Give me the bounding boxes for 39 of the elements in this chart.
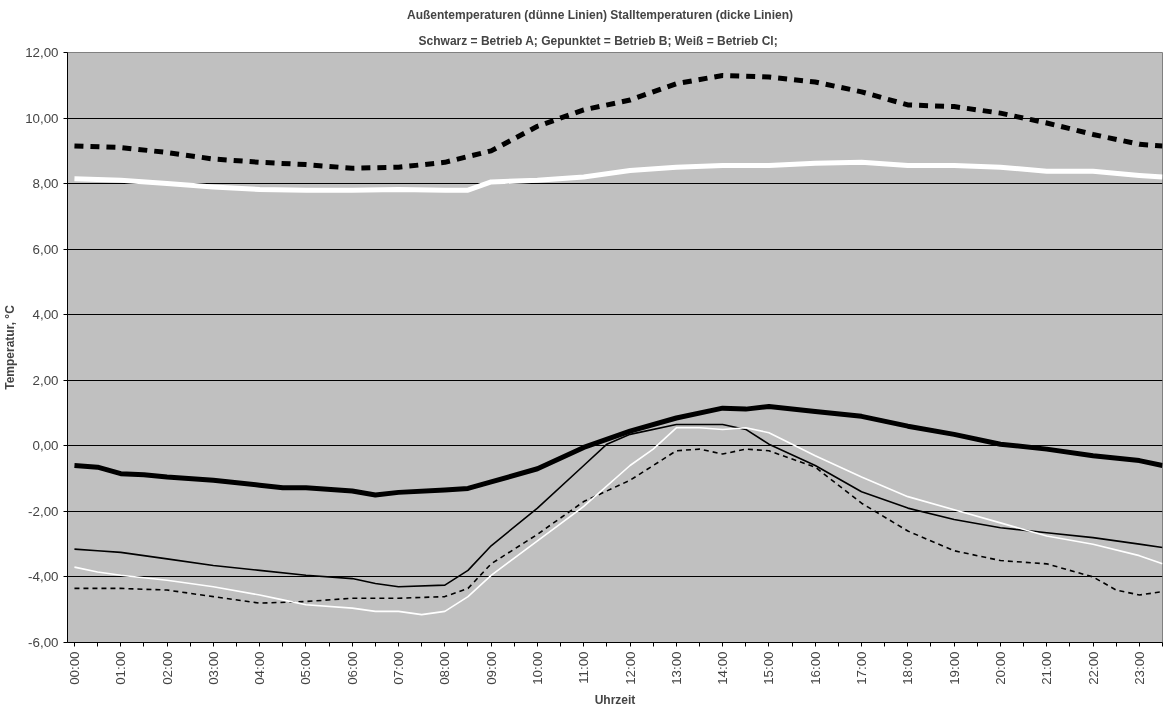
x-tick-label: 10:00	[529, 651, 545, 685]
x-tick-label: 12:00	[622, 651, 638, 685]
x-tick-label: 09:00	[483, 651, 499, 685]
x-tick-label: 11:00	[576, 651, 592, 684]
x-tick-label: 18:00	[900, 651, 916, 685]
y-tick-label: -6,00	[28, 635, 59, 650]
x-tick-label: 00:00	[66, 651, 82, 685]
x-tick-label: 17:00	[854, 651, 870, 685]
y-tick-label: 2,00	[32, 372, 59, 388]
y-tick-label: 8,00	[32, 176, 59, 192]
line-series	[73, 427, 1163, 616]
x-tick-label: 02:00	[159, 651, 175, 685]
y-tick-label: 6,00	[32, 241, 59, 257]
x-tick-label: 20:00	[992, 651, 1008, 685]
x-tick-label: 21:00	[1039, 651, 1055, 685]
y-tick-label: 0,00	[32, 438, 59, 454]
x-tick-label: 23:00	[1131, 651, 1147, 685]
x-tick-label: 04:00	[252, 651, 268, 685]
chart-subtitle: Schwarz = Betrieb A; Gepunktet = Betrieb B; Weiß = Betrieb Cl;	[418, 33, 778, 48]
x-tick-label: 08:00	[437, 651, 453, 685]
x-tick-label: 06:00	[344, 651, 360, 685]
x-tick-label: 22:00	[1085, 651, 1101, 685]
x-tick-label: 15:00	[761, 651, 777, 685]
x-tick-label: 05:00	[298, 651, 314, 685]
x-tick-label: 16:00	[807, 651, 823, 685]
x-tick-label: 01:00	[113, 651, 129, 685]
y-tick-label: -4,00	[28, 569, 59, 585]
y-tick-label: 10,00	[25, 110, 59, 126]
x-axis-title: Uhrzeit	[594, 692, 636, 707]
y-tick-label: -2,00	[28, 503, 59, 519]
x-tick-label: 14:00	[715, 651, 731, 685]
x-tick-label: 07:00	[391, 651, 407, 685]
x-tick-label: 19:00	[946, 651, 962, 685]
chart-title: Außentemperaturen (dünne Linien) Stalltemperaturen (dicke Linien)	[406, 7, 794, 22]
y-axis-title: Temperatur, °C	[3, 304, 18, 390]
x-tick-label: 03:00	[205, 651, 221, 685]
x-tick-label: 13:00	[668, 651, 684, 685]
y-tick-label: 4,00	[32, 307, 59, 323]
y-tick-label: 12,00	[25, 45, 59, 60]
